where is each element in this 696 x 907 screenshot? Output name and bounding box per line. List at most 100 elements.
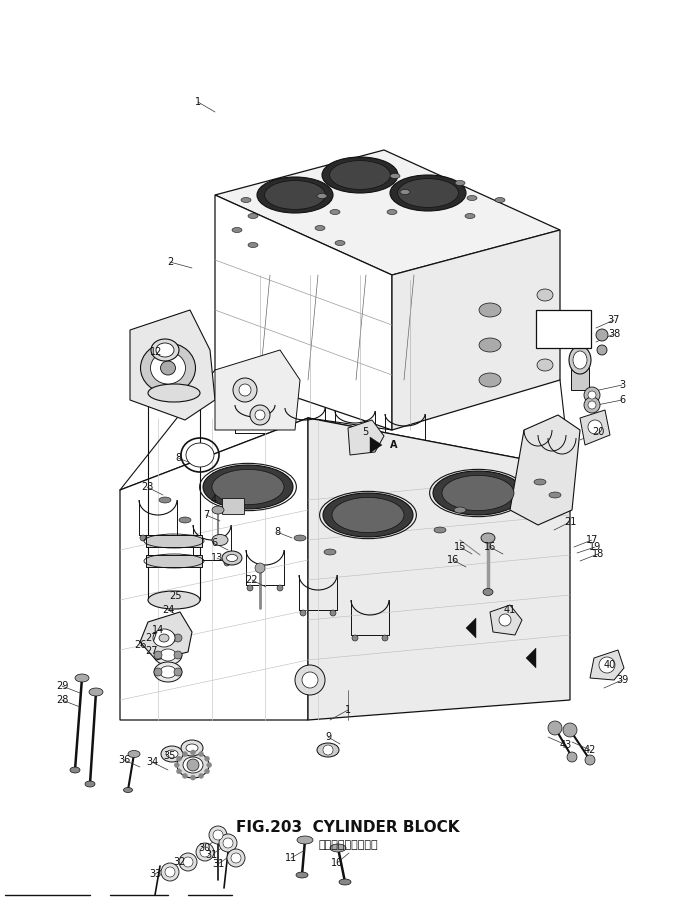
Circle shape (174, 634, 182, 642)
Text: 4: 4 (211, 495, 217, 505)
Ellipse shape (160, 632, 176, 644)
Text: 27: 27 (145, 633, 158, 643)
Text: 38: 38 (608, 329, 620, 339)
Polygon shape (215, 150, 560, 275)
Ellipse shape (317, 743, 339, 757)
Ellipse shape (317, 193, 327, 199)
Text: 12: 12 (150, 347, 162, 357)
Bar (536, 310, 591, 348)
Ellipse shape (323, 493, 413, 537)
Ellipse shape (141, 343, 196, 393)
Ellipse shape (128, 750, 140, 757)
Text: 21: 21 (564, 517, 576, 527)
Circle shape (182, 752, 187, 756)
Ellipse shape (156, 343, 174, 357)
Circle shape (596, 329, 608, 341)
Ellipse shape (160, 666, 176, 678)
Ellipse shape (537, 359, 553, 371)
Bar (146, 555, 202, 567)
Circle shape (233, 378, 257, 402)
Text: 9: 9 (325, 732, 331, 742)
Ellipse shape (70, 767, 80, 773)
Polygon shape (466, 618, 476, 638)
Polygon shape (215, 195, 392, 430)
Polygon shape (526, 648, 536, 668)
Ellipse shape (161, 361, 175, 375)
Polygon shape (490, 605, 522, 635)
Ellipse shape (177, 752, 209, 778)
Text: 36: 36 (118, 755, 130, 765)
Ellipse shape (324, 549, 336, 555)
Ellipse shape (330, 844, 346, 852)
Ellipse shape (183, 757, 203, 773)
Text: 6: 6 (619, 395, 625, 405)
Text: 1: 1 (195, 97, 201, 107)
Ellipse shape (154, 662, 182, 682)
Text: 27: 27 (145, 646, 157, 656)
Ellipse shape (339, 879, 351, 885)
Circle shape (177, 756, 182, 761)
Text: 1: 1 (345, 705, 351, 715)
Ellipse shape (442, 475, 514, 511)
Circle shape (588, 420, 602, 434)
Ellipse shape (203, 465, 293, 509)
Text: 33: 33 (149, 869, 161, 879)
Ellipse shape (467, 196, 477, 200)
Ellipse shape (186, 744, 198, 752)
Ellipse shape (166, 750, 178, 758)
Circle shape (250, 405, 270, 425)
Circle shape (179, 853, 197, 871)
Text: 40: 40 (604, 660, 616, 670)
Text: 28: 28 (56, 695, 68, 705)
Circle shape (499, 614, 511, 626)
Text: FIG.203  CYLINDER BLOCK: FIG.203 CYLINDER BLOCK (236, 821, 460, 835)
Text: 23: 23 (141, 482, 153, 492)
Ellipse shape (479, 303, 501, 317)
Ellipse shape (330, 210, 340, 214)
Circle shape (174, 651, 182, 659)
Ellipse shape (296, 872, 308, 878)
Ellipse shape (212, 506, 224, 514)
Ellipse shape (294, 535, 306, 541)
Text: 37: 37 (608, 315, 620, 325)
Circle shape (277, 585, 283, 591)
Ellipse shape (537, 289, 553, 301)
Ellipse shape (549, 492, 561, 498)
Circle shape (219, 834, 237, 852)
Bar (146, 535, 202, 547)
Ellipse shape (161, 746, 183, 762)
Ellipse shape (483, 589, 493, 596)
Ellipse shape (390, 173, 400, 179)
Circle shape (588, 391, 596, 399)
Circle shape (563, 723, 577, 737)
Bar (222, 498, 244, 514)
Text: 34: 34 (146, 757, 158, 767)
Circle shape (170, 535, 176, 541)
Ellipse shape (390, 175, 466, 211)
Ellipse shape (159, 497, 171, 503)
Text: 8: 8 (175, 453, 181, 463)
Text: 5: 5 (362, 427, 368, 437)
Ellipse shape (330, 161, 390, 190)
Circle shape (599, 657, 615, 673)
Ellipse shape (123, 787, 132, 793)
Text: 2: 2 (167, 257, 173, 267)
Circle shape (255, 410, 265, 420)
Circle shape (187, 759, 199, 771)
Circle shape (239, 384, 251, 396)
Text: 13: 13 (211, 553, 223, 563)
Circle shape (567, 752, 577, 762)
Ellipse shape (226, 554, 237, 561)
Ellipse shape (297, 836, 313, 844)
Ellipse shape (322, 157, 398, 193)
Ellipse shape (232, 228, 242, 232)
Circle shape (382, 635, 388, 641)
Circle shape (198, 752, 204, 756)
Ellipse shape (455, 180, 465, 186)
Text: 10: 10 (331, 858, 343, 868)
Polygon shape (215, 350, 300, 430)
Circle shape (183, 857, 193, 867)
Ellipse shape (212, 534, 228, 545)
Text: 17: 17 (586, 535, 598, 545)
Ellipse shape (181, 740, 203, 756)
